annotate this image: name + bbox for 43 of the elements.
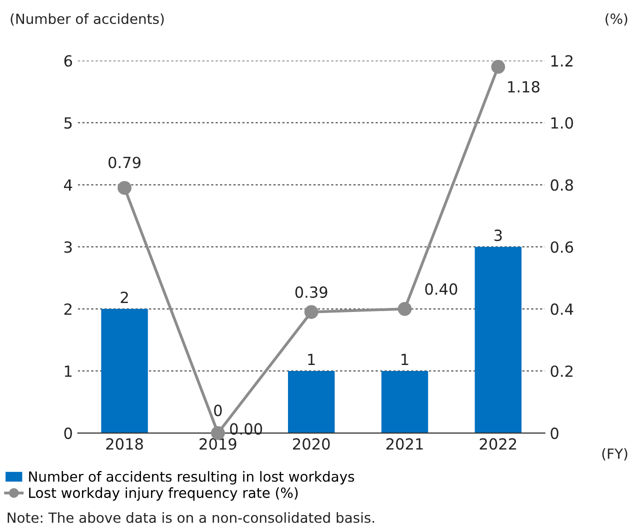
data-label: 1 <box>308 354 315 366</box>
y-tick-label: 4 <box>64 179 72 191</box>
data-label: 3 <box>494 230 502 242</box>
bar <box>474 246 522 434</box>
point <box>398 302 412 316</box>
y2-tick-label: 0 <box>550 428 558 440</box>
text: Note: The above data is on a non-consolidated basis. <box>8 512 374 523</box>
y2-tick-label: 0.4 <box>550 303 574 315</box>
x-tick-label: 2022 <box>480 438 516 450</box>
legend-label: Lost workday injury frequency rate (%) <box>29 487 298 501</box>
y2-tick-label: 0.8 <box>550 179 573 191</box>
x-tick-label: 2018 <box>106 438 143 450</box>
x-tick-label: 2019 <box>200 438 236 450</box>
y-tick-label: 2 <box>64 303 72 315</box>
y2-tick-label: 0.2 <box>550 365 572 378</box>
data-label: 1 <box>402 354 408 366</box>
y2-tick-label: 0.6 <box>550 241 574 253</box>
x-axis-title: (FY) <box>602 448 628 461</box>
bar <box>288 370 335 434</box>
data-label: 1.18 <box>508 81 540 93</box>
point <box>118 180 132 195</box>
data-label: 2 <box>120 292 128 303</box>
data-label: 0.00 <box>230 423 262 435</box>
y2-tick-label: 1.2 <box>551 55 572 66</box>
x-tick-label: 2021 <box>386 438 423 450</box>
y2-axis-title: (%) <box>606 13 628 26</box>
data-label: 0.39 <box>295 286 328 298</box>
y-tick-label: 0 <box>64 428 72 440</box>
bar <box>101 308 148 434</box>
bar <box>381 370 428 434</box>
y-axis-title: (Number of accidents) <box>10 13 164 26</box>
data-label: 0 <box>214 404 222 416</box>
y2-tick-label: 1.0 <box>551 117 573 129</box>
x-tick-label: 2020 <box>293 438 330 450</box>
y-tick-label: 1 <box>64 366 72 377</box>
data-label: 0.79 <box>108 156 140 168</box>
point <box>304 305 318 319</box>
legend-label: Number of accidents resulting in lost workdays <box>29 471 354 484</box>
point <box>491 60 506 74</box>
y-tick-label: 6 <box>64 55 72 67</box>
data-label: 0.40 <box>425 283 458 295</box>
y-tick-label: 3 <box>64 241 72 253</box>
y-tick-label: 5 <box>64 117 72 129</box>
